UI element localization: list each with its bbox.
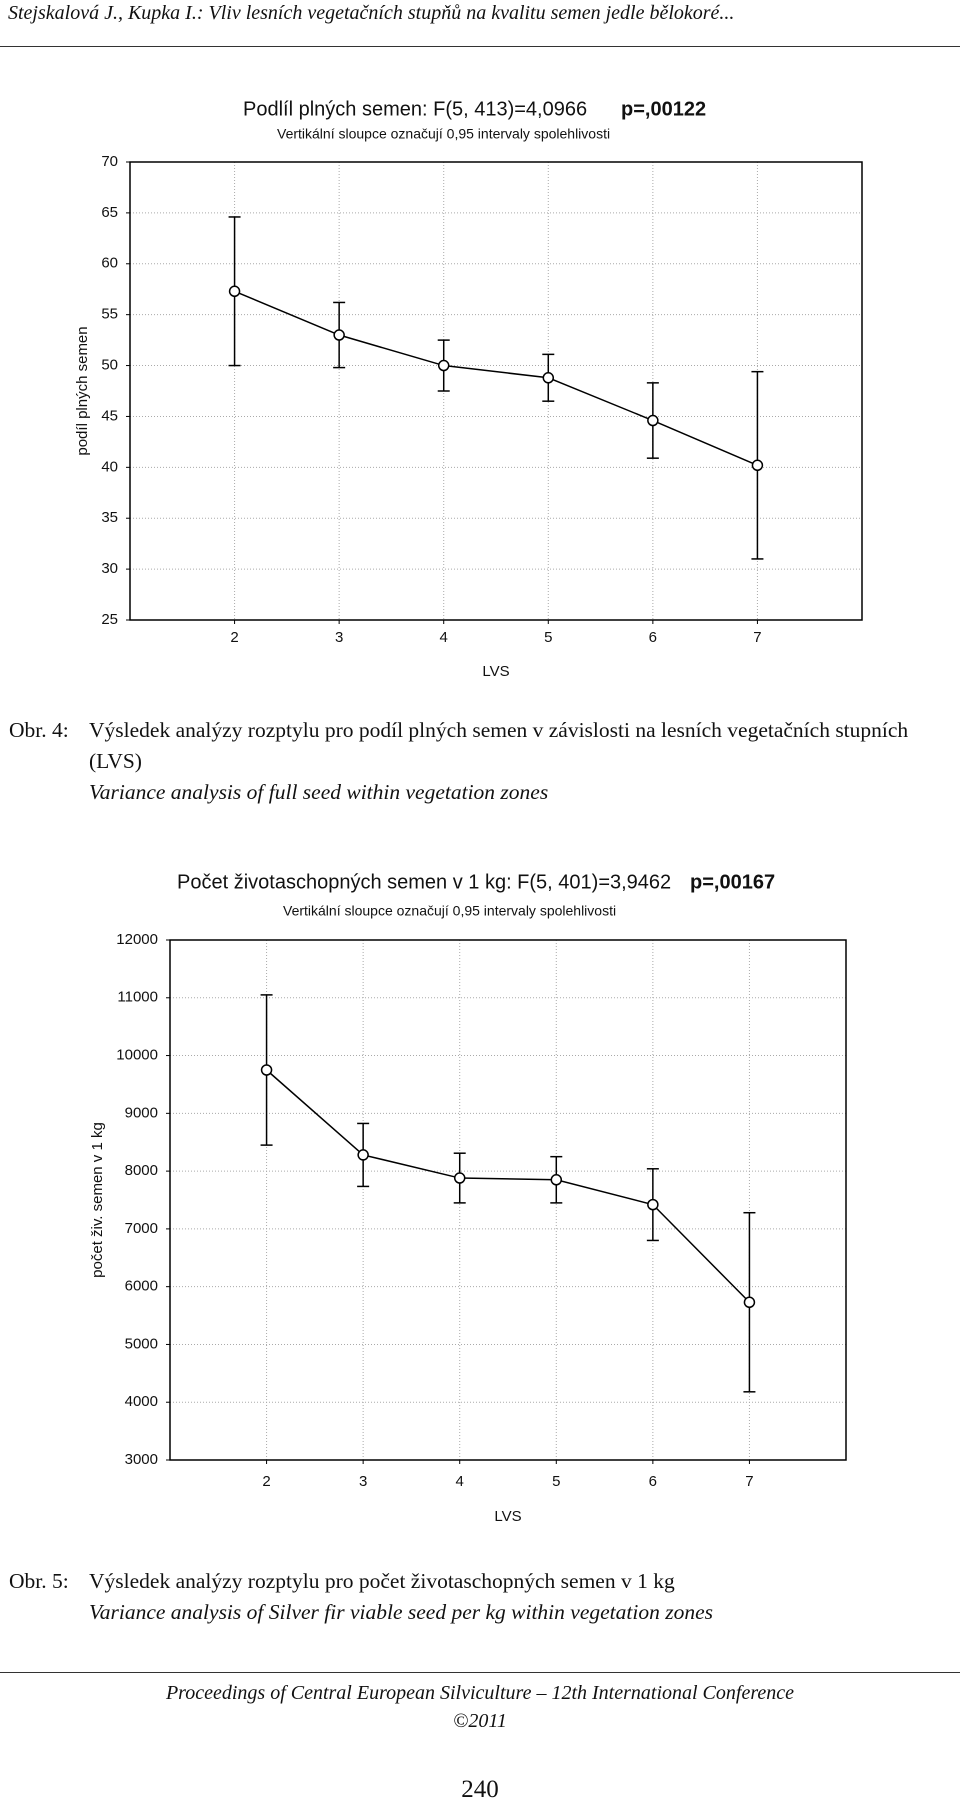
y-tick-label: 3000 (125, 1451, 158, 1468)
caption-label: Obr. 5: (9, 1569, 69, 1593)
y-tick-label: 9000 (125, 1104, 158, 1121)
x-tick-label: 7 (745, 1473, 753, 1490)
plot-frame (169, 939, 847, 1461)
caption-text: Výsledek analýzy rozptylu pro počet živo… (89, 1569, 675, 1593)
y-tick-label: 8000 (125, 1162, 158, 1179)
point (751, 459, 764, 472)
x-tick-label: 2 (230, 629, 238, 646)
x-axis-title: LVS (482, 663, 509, 680)
y-tick-label: 10000 (116, 1047, 158, 1064)
p-value: p=,00167 (690, 871, 775, 893)
chart: Počet životaschopných semen v 1 kg: F(5,… (89, 871, 847, 1525)
point (550, 1174, 563, 1186)
point (453, 1172, 466, 1184)
p-value: p=,00122 (621, 98, 706, 120)
y-tick-label: 50 (101, 357, 118, 374)
x-tick-label: 6 (649, 1473, 657, 1490)
caption: Obr. 5: Výsledek analýzy rozptylu pro po… (9, 1566, 949, 1628)
chart-subtitle: Vertikální sloupce označují 0,95 interva… (277, 126, 610, 142)
page-number: 240 (461, 1776, 499, 1803)
plot-frame (129, 161, 863, 621)
x-tick-label: 6 (649, 629, 657, 646)
running-header: Stejskalová J., Kupka I.: Vliv lesních v… (8, 2, 735, 24)
header-rule (0, 46, 960, 47)
footer-copyright: ©2011 (453, 1710, 507, 1732)
y-tick-label: 65 (101, 204, 118, 221)
point (260, 1064, 273, 1076)
y-tick-label: 40 (101, 458, 118, 475)
y-tick-label: 70 (101, 153, 118, 170)
x-tick-label: 5 (544, 629, 552, 646)
chart-subtitle: Vertikální sloupce označují 0,95 interva… (283, 903, 616, 919)
point (647, 414, 659, 427)
footer-rule (0, 1672, 960, 1673)
point (743, 1296, 756, 1309)
caption-label: Obr. 4: (9, 718, 69, 742)
y-tick-label: 55 (101, 306, 118, 323)
x-axis-title: LVS (494, 1508, 521, 1525)
point (333, 329, 345, 341)
x-tick-label: 3 (359, 1473, 367, 1490)
caption-body: Výsledek analýzy rozptylu pro počet živo… (89, 1566, 949, 1628)
point (437, 359, 450, 372)
y-tick-label: 30 (101, 560, 118, 577)
point (647, 1198, 659, 1211)
caption-text-en: Variance analysis of Silver fir viable s… (89, 1600, 713, 1624)
chart-title: Počet životaschopných semen v 1 kg: F(5,… (177, 871, 671, 893)
point (228, 285, 241, 298)
y-axis-title: podíl plných semen (74, 326, 91, 455)
x-tick-label: 4 (440, 629, 448, 646)
x-tick-label: 7 (753, 629, 761, 646)
y-tick-label: 11000 (117, 989, 158, 1006)
series-line (266, 1069, 750, 1303)
x-tick-label: 3 (335, 629, 343, 646)
y-tick-label: 35 (101, 509, 118, 526)
y-tick-label: 12000 (116, 931, 158, 948)
y-tick-label: 4000 (125, 1393, 158, 1410)
chart: Podlíl plných semen: F(5, 413)=4,0966 p=,… (74, 98, 863, 680)
y-tick-label: 6000 (125, 1278, 158, 1295)
point (542, 372, 555, 384)
y-tick-label: 60 (101, 255, 118, 272)
y-tick-label: 7000 (125, 1220, 158, 1237)
y-tick-label: 25 (101, 611, 118, 628)
x-tick-label: 4 (456, 1473, 464, 1490)
series-line (234, 290, 758, 466)
caption: Obr. 4: Výsledek analýzy rozptylu pro po… (9, 715, 949, 808)
caption-text: Výsledek analýzy rozptylu pro podíl plný… (89, 718, 909, 773)
caption-body: Výsledek analýzy rozptylu pro podíl plný… (89, 715, 949, 808)
y-axis-title: počet živ. semen v 1 kg (89, 1122, 106, 1278)
chart-title: Podlíl plných semen: F(5, 413)=4,0966 (243, 98, 587, 120)
footer-text: Proceedings of Central European Silvicul… (165, 1682, 795, 1704)
caption-text-en: Variance analysis of full seed within ve… (89, 780, 549, 804)
x-tick-label: 5 (552, 1473, 560, 1490)
y-tick-label: 45 (101, 407, 118, 424)
y-tick-label: 5000 (125, 1335, 158, 1352)
point (357, 1149, 369, 1161)
x-tick-label: 2 (262, 1473, 270, 1490)
